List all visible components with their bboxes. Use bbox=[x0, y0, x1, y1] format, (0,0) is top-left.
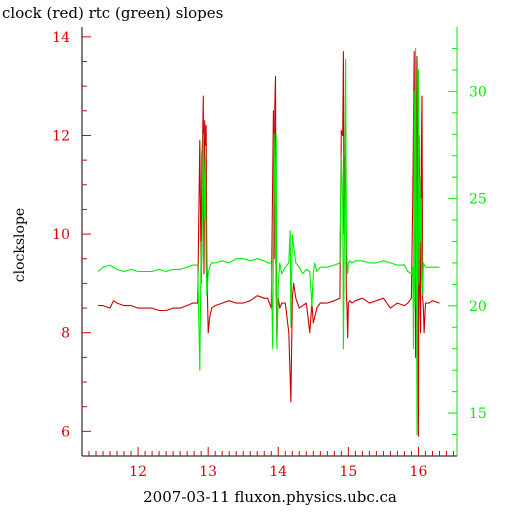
left-axis: 6 8 10 12 14 bbox=[52, 30, 91, 440]
series-layer bbox=[97, 47, 440, 437]
bottom-tick-label: 15 bbox=[339, 464, 357, 480]
left-tick-label: 10 bbox=[52, 227, 70, 243]
bottom-axis: 12 13 14 15 16 bbox=[88, 447, 454, 480]
series-line-rtc bbox=[97, 47, 440, 436]
right-tick-label: 15 bbox=[469, 406, 487, 422]
right-tick-label: 20 bbox=[469, 299, 487, 315]
left-tick-label: 8 bbox=[61, 326, 70, 342]
x-axis-label: 2007-03-11 fluxon.physics.ubc.ca bbox=[143, 488, 397, 506]
plot-frame bbox=[81, 27, 458, 457]
y-axis-label: clockslope bbox=[12, 208, 28, 282]
chart-title: clock (red) rtc (green) slopes bbox=[2, 4, 223, 22]
bottom-tick-label: 16 bbox=[410, 464, 428, 480]
left-tick-label: 14 bbox=[52, 30, 70, 46]
bottom-tick-label: 14 bbox=[269, 464, 287, 480]
bottom-tick-label: 13 bbox=[199, 464, 217, 480]
right-axis: 15 20 25 30 bbox=[448, 47, 487, 436]
bottom-tick-label: 12 bbox=[129, 464, 147, 480]
series-line-clock bbox=[98, 51, 440, 437]
left-tick-label: 6 bbox=[61, 424, 70, 440]
right-tick-label: 25 bbox=[469, 192, 487, 208]
right-tick-label: 30 bbox=[469, 84, 487, 100]
left-tick-label: 12 bbox=[52, 128, 70, 144]
